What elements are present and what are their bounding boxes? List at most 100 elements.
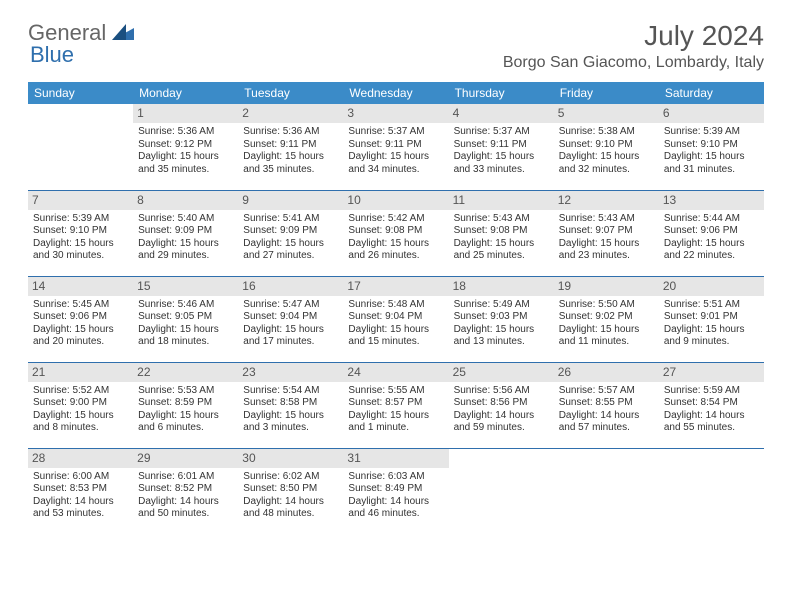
sunrise-line: Sunrise: 6:00 AM xyxy=(33,471,128,484)
daylight-line: Daylight: 14 hours and 59 minutes. xyxy=(454,410,549,435)
title-block: July 2024 Borgo San Giacomo, Lombardy, I… xyxy=(503,20,764,72)
day-number: 10 xyxy=(343,191,448,210)
sunset-line: Sunset: 9:03 PM xyxy=(454,311,549,324)
day-number: 3 xyxy=(343,104,448,123)
calendar-day: 10 Sunrise: 5:42 AMSunset: 9:08 PMDayligh… xyxy=(343,190,448,276)
sunrise-line: Sunrise: 5:48 AM xyxy=(348,299,443,312)
location: Borgo San Giacomo, Lombardy, Italy xyxy=(503,54,764,72)
daylight-line: Daylight: 15 hours and 35 minutes. xyxy=(138,151,233,176)
sunrise-line: Sunrise: 5:51 AM xyxy=(664,299,759,312)
calendar-day xyxy=(659,448,764,534)
sunset-line: Sunset: 8:49 PM xyxy=(348,483,443,496)
calendar-day: 6 Sunrise: 5:39 AMSunset: 9:10 PMDaylight… xyxy=(659,104,764,190)
sunset-line: Sunset: 9:01 PM xyxy=(664,311,759,324)
sunset-line: Sunset: 8:59 PM xyxy=(138,397,233,410)
sunset-line: Sunset: 9:10 PM xyxy=(664,139,759,152)
sunrise-line: Sunrise: 5:43 AM xyxy=(454,213,549,226)
sunset-line: Sunset: 9:02 PM xyxy=(559,311,654,324)
day-number: 28 xyxy=(28,449,133,468)
calendar-day: 27Sunrise: 5:59 AMSunset: 8:54 PMDayligh… xyxy=(659,362,764,448)
sunrise-line: Sunrise: 5:43 AM xyxy=(559,213,654,226)
calendar-day: 29Sunrise: 6:01 AMSunset: 8:52 PMDayligh… xyxy=(133,448,238,534)
daylight-line: Daylight: 15 hours and 31 minutes. xyxy=(664,151,759,176)
daylight-line: Daylight: 15 hours and 34 minutes. xyxy=(348,151,443,176)
calendar-day: 13Sunrise: 5:44 AMSunset: 9:06 PMDayligh… xyxy=(659,190,764,276)
sunrise-line: Sunrise: 5:39 AM xyxy=(33,213,128,226)
sunrise-line: Sunrise: 5:45 AM xyxy=(33,299,128,312)
calendar-day: 18Sunrise: 5:49 AMSunset: 9:03 PMDayligh… xyxy=(449,276,554,362)
sunrise-line: Sunrise: 5:42 AM xyxy=(348,213,443,226)
logo-text-2: Blue xyxy=(30,42,74,68)
day-number: 8 xyxy=(133,191,238,210)
weekday-header: Thursday xyxy=(449,82,554,104)
sunset-line: Sunset: 8:54 PM xyxy=(664,397,759,410)
daylight-line: Daylight: 14 hours and 53 minutes. xyxy=(33,496,128,521)
calendar-day: 20Sunrise: 5:51 AMSunset: 9:01 PMDayligh… xyxy=(659,276,764,362)
day-number: 6 xyxy=(659,104,764,123)
sunset-line: Sunset: 9:11 PM xyxy=(243,139,338,152)
daylight-line: Daylight: 15 hours and 15 minutes. xyxy=(348,324,443,349)
sunrise-line: Sunrise: 5:46 AM xyxy=(138,299,233,312)
calendar-day: 16Sunrise: 5:47 AMSunset: 9:04 PMDayligh… xyxy=(238,276,343,362)
day-number: 27 xyxy=(659,363,764,382)
calendar-day: 28 Sunrise: 6:00 AMSunset: 8:53 PMDayligh… xyxy=(28,448,133,534)
calendar-day: 21Sunrise: 5:52 AMSunset: 9:00 PMDayligh… xyxy=(28,362,133,448)
calendar-day: 23Sunrise: 5:54 AMSunset: 8:58 PMDayligh… xyxy=(238,362,343,448)
sunrise-line: Sunrise: 5:54 AM xyxy=(243,385,338,398)
sunset-line: Sunset: 9:08 PM xyxy=(454,225,549,238)
daylight-line: Daylight: 15 hours and 3 minutes. xyxy=(243,410,338,435)
calendar-day: 17 Sunrise: 5:48 AMSunset: 9:04 PMDayligh… xyxy=(343,276,448,362)
sunrise-line: Sunrise: 5:37 AM xyxy=(348,126,443,139)
daylight-line: Daylight: 15 hours and 17 minutes. xyxy=(243,324,338,349)
daylight-line: Daylight: 15 hours and 33 minutes. xyxy=(454,151,549,176)
day-number: 19 xyxy=(554,277,659,296)
day-number: 21 xyxy=(28,363,133,382)
calendar-day: 24Sunrise: 5:55 AMSunset: 8:57 PMDayligh… xyxy=(343,362,448,448)
sunset-line: Sunset: 8:56 PM xyxy=(454,397,549,410)
day-number: 13 xyxy=(659,191,764,210)
daylight-line: Daylight: 15 hours and 20 minutes. xyxy=(33,324,128,349)
sunset-line: Sunset: 9:00 PM xyxy=(33,397,128,410)
sunset-line: Sunset: 8:53 PM xyxy=(33,483,128,496)
daylight-line: Daylight: 15 hours and 8 minutes. xyxy=(33,410,128,435)
daylight-line: Daylight: 15 hours and 11 minutes. xyxy=(559,324,654,349)
daylight-line: Daylight: 14 hours and 50 minutes. xyxy=(138,496,233,521)
daylight-line: Daylight: 14 hours and 57 minutes. xyxy=(559,410,654,435)
day-number: 25 xyxy=(449,363,554,382)
day-number: 11 xyxy=(449,191,554,210)
sunrise-line: Sunrise: 5:47 AM xyxy=(243,299,338,312)
sunrise-line: Sunrise: 6:01 AM xyxy=(138,471,233,484)
daylight-line: Daylight: 15 hours and 1 minute. xyxy=(348,410,443,435)
daylight-line: Daylight: 15 hours and 35 minutes. xyxy=(243,151,338,176)
daylight-line: Daylight: 15 hours and 18 minutes. xyxy=(138,324,233,349)
weekday-header: Sunday xyxy=(28,82,133,104)
sunset-line: Sunset: 9:08 PM xyxy=(348,225,443,238)
calendar-day: 1Sunrise: 5:36 AMSunset: 9:12 PMDaylight… xyxy=(133,104,238,190)
calendar-day: 7Sunrise: 5:39 AMSunset: 9:10 PMDaylight… xyxy=(28,190,133,276)
calendar-day: 5Sunrise: 5:38 AMSunset: 9:10 PMDaylight… xyxy=(554,104,659,190)
weekday-header: Saturday xyxy=(659,82,764,104)
day-number: 14 xyxy=(28,277,133,296)
day-number: 7 xyxy=(28,191,133,210)
sunrise-line: Sunrise: 5:55 AM xyxy=(348,385,443,398)
day-number: 31 xyxy=(343,449,448,468)
sunrise-line: Sunrise: 5:39 AM xyxy=(664,126,759,139)
sunrise-line: Sunrise: 5:53 AM xyxy=(138,385,233,398)
calendar-day xyxy=(449,448,554,534)
daylight-line: Daylight: 15 hours and 32 minutes. xyxy=(559,151,654,176)
calendar-week: 14Sunrise: 5:45 AMSunset: 9:06 PMDayligh… xyxy=(28,276,764,362)
calendar-day: 30Sunrise: 6:02 AMSunset: 8:50 PMDayligh… xyxy=(238,448,343,534)
daylight-line: Daylight: 15 hours and 27 minutes. xyxy=(243,238,338,263)
sunset-line: Sunset: 9:09 PM xyxy=(138,225,233,238)
logo-icon xyxy=(112,20,134,46)
daylight-line: Daylight: 15 hours and 26 minutes. xyxy=(348,238,443,263)
sunrise-line: Sunrise: 5:36 AM xyxy=(138,126,233,139)
daylight-line: Daylight: 15 hours and 23 minutes. xyxy=(559,238,654,263)
sunset-line: Sunset: 9:04 PM xyxy=(348,311,443,324)
calendar-day: 11Sunrise: 5:43 AMSunset: 9:08 PMDayligh… xyxy=(449,190,554,276)
daylight-line: Daylight: 15 hours and 22 minutes. xyxy=(664,238,759,263)
day-number: 17 xyxy=(343,277,448,296)
sunset-line: Sunset: 9:11 PM xyxy=(454,139,549,152)
calendar-day: 4Sunrise: 5:37 AMSunset: 9:11 PMDaylight… xyxy=(449,104,554,190)
daylight-line: Daylight: 15 hours and 13 minutes. xyxy=(454,324,549,349)
